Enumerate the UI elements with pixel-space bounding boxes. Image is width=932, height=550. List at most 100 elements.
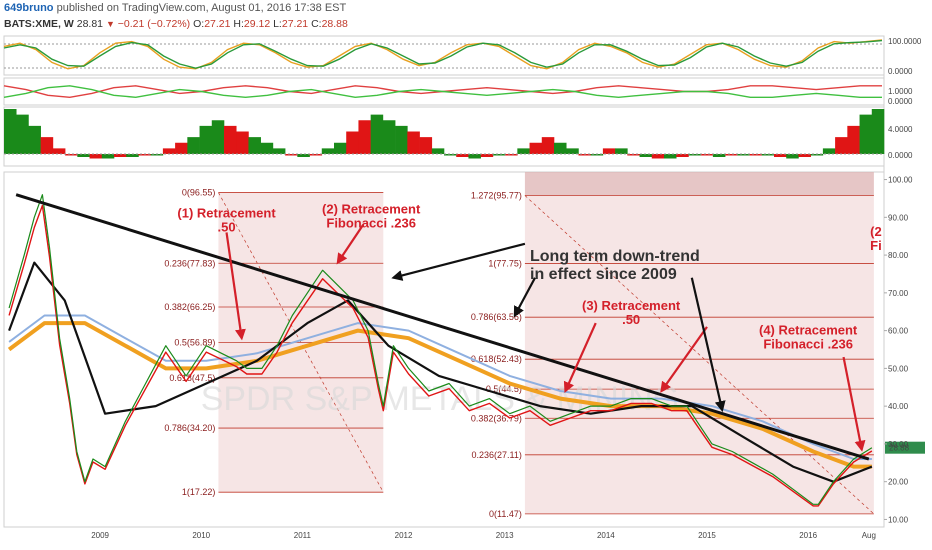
y-tick-label: 30.00 [888,440,909,449]
fibonacci-retracements[interactable]: 0(96.55) 0.236(77.83) 0.382(66.25) 0.5(56.8… [164,172,875,519]
symbol-name: BATS:XME, W [4,18,74,30]
x-tick-label: 2009 [91,531,109,540]
histogram-bar [688,154,701,156]
trendline-label: Long term down-trend [530,248,700,265]
histogram-bar [248,137,261,154]
histogram-bar [28,125,41,154]
fib-level-label: 0.786(34.20) [164,423,215,433]
stoch-d-line [3,39,883,69]
histogram-bar [615,148,628,154]
histogram-bar [517,148,530,154]
histogram-bar [627,154,640,156]
symbol-info-bar: BATS:XME, W 28.81 ▼ −0.21 (−0.72%) O:27.… [4,18,348,30]
annotation-label: (3) Retracement [582,298,681,313]
histogram-bar [346,131,359,154]
histogram-bar [786,154,799,159]
histogram-bar [651,154,665,159]
x-tick-label: Aug [862,531,876,540]
chart-axes: 28.88 100.00 90.00 80.00 70.00 60.00 50.00 40.0… [91,37,925,540]
histogram-bar [725,154,738,156]
stoch-tick: 100.0000 [888,37,922,46]
annotation-label: Fi [870,238,882,253]
fib-level-label: 0.236(27.11) [472,450,522,460]
histogram-bar [175,142,188,154]
x-tick-label: 2014 [597,531,615,540]
main-pane: SPDR S&P METALS & MINING [7,194,873,507]
high-value: 29.12 [243,18,271,30]
histogram-bar [835,137,848,154]
author-name[interactable]: 649bruno [4,2,54,14]
histogram-bar [529,142,543,154]
publish-info: 649bruno published on TradingView.com, A… [4,2,346,14]
annotation-label: Fibonacci .236 [326,216,416,231]
annotation-arrow [660,326,708,393]
last-price-tag [885,441,925,454]
histogram-bar [700,154,714,156]
pane-3 [3,106,885,167]
hist-tick: 4.0000 [888,125,913,134]
histogram-bar [272,148,286,154]
fib-level-label: 0.382(66.25) [164,302,215,312]
histogram-bar [419,137,433,154]
histogram-bar [40,137,54,154]
y-tick-label: 40.00 [888,402,909,411]
fib-level-label: 0.786(63.56) [471,312,522,322]
fib-level-label: 0.618(52.43) [471,354,522,364]
histogram-bar [444,154,457,156]
osc-tick: 1.0000 [888,87,913,96]
histogram-bar [566,148,579,154]
histogram-bar [859,114,873,154]
histogram-bar [798,154,811,157]
y-tick-label: 90.00 [888,213,909,222]
fib-diagonal [524,195,875,515]
histogram-bar [126,154,139,157]
histogram-bar [138,154,151,156]
stoch-k-line [3,39,883,70]
open-label: O: [193,18,205,30]
y-tick-label: 70.00 [888,289,909,298]
stoch-tick: 0.0000 [888,67,913,76]
annotations-layer[interactable]: (1) Retracement.50(2) RetracementFibonac… [15,193,882,461]
histogram-bar [297,154,310,157]
histogram-bar [211,120,225,154]
fib-level-label: 1(17.22) [182,487,216,497]
low-value: 27.21 [281,18,309,30]
histogram-bar [395,125,408,154]
histogram-bar [492,154,506,156]
price-change: −0.21 (−0.72%) [117,18,191,30]
histogram-bar [456,154,469,157]
price-line-red [8,204,873,507]
hist-tick: 0.0000 [888,151,913,160]
last-price-tag-text: 28.88 [889,444,910,453]
histogram-bar [89,154,103,159]
close-label: C: [311,18,322,30]
histogram-bar [774,154,787,157]
x-tick-label: 2015 [698,531,716,540]
histogram-bar [334,142,347,154]
annotation-label: (1) Retracement [177,205,276,220]
fib-level-label: 0.5(44.5) [486,384,522,394]
histogram-bar [150,154,164,156]
annotation-arrow [563,322,597,394]
fib-level-label: 1.272(95.77) [471,191,522,201]
histogram-bar [737,154,750,156]
annotation-arrow [336,224,364,265]
histogram-bar [664,154,677,159]
histogram-bar [810,154,824,156]
y-tick-label: 80.00 [888,251,909,260]
annotation-arrow [513,277,537,318]
fib-extension-zone [524,172,874,196]
annotation-arrow [225,232,246,341]
down-triangle-icon: ▼ [105,19,115,29]
x-tick-label: 2011 [294,531,312,540]
histogram-bar [639,154,653,157]
histogram-bar [224,125,237,154]
fib-level-label: 1(77.75) [488,259,522,269]
y-tick-label: 10.00 [888,515,909,524]
trendline-label: in effect since 2009 [530,266,677,283]
y-tick-label: 100.00 [888,176,913,185]
histogram-bar [321,148,335,154]
sma-line [7,321,872,469]
x-tick-label: 2013 [496,531,514,540]
